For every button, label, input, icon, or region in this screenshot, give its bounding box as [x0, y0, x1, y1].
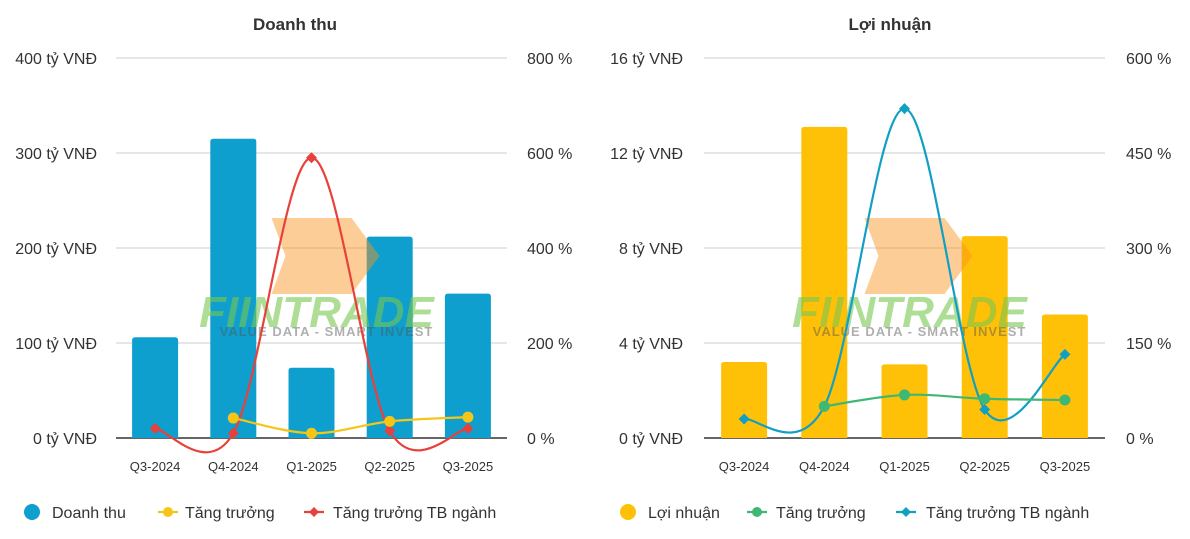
- series-point: [1059, 394, 1071, 406]
- right-axis-tick-label: 300 %: [1126, 241, 1171, 258]
- watermark-arrow: [864, 218, 973, 294]
- bar-q3-2024: [132, 337, 179, 438]
- left-axis-tick-label: 4 tỷ VNĐ: [619, 336, 683, 353]
- x-axis-tick-label: Q4-2024: [799, 459, 850, 474]
- legend-swatch-marker: [163, 507, 173, 517]
- watermark-tagline: VALUE DATA - SMART INVEST: [220, 324, 434, 339]
- right-axis-tick-label: 800 %: [527, 51, 572, 68]
- x-axis-tick-label: Q3-2025: [443, 459, 494, 474]
- legend-swatch: [24, 504, 40, 520]
- watermark-arrow: [271, 218, 380, 294]
- series-line: [233, 416, 468, 435]
- series-point: [738, 413, 750, 425]
- bar-q3-2025: [444, 293, 491, 438]
- bar-q2-2025: [366, 236, 413, 438]
- series-point: [899, 103, 910, 115]
- right-axis-tick-label: 200 %: [527, 336, 572, 353]
- series-point: [462, 411, 474, 423]
- x-axis-tick-label: Q3-2025: [1040, 459, 1091, 474]
- legend-label: Lợi nhuận: [648, 505, 720, 522]
- right-axis-tick-label: 600 %: [527, 146, 572, 163]
- right-axis-tick-label: 600 %: [1126, 51, 1171, 68]
- x-axis-tick-label: Q3-2024: [719, 459, 770, 474]
- left-axis-tick-label: 12 tỷ VNĐ: [610, 146, 683, 163]
- bar-q4-2024: [210, 138, 257, 438]
- x-axis-tick-label: Q1-2025: [879, 459, 930, 474]
- legend-swatch: [620, 504, 636, 520]
- bar-q3-2025: [1041, 314, 1088, 438]
- legend-label: Tăng trưởng: [776, 505, 866, 522]
- series-point: [384, 425, 396, 437]
- left-axis-tick-label: 100 tỷ VNĐ: [15, 336, 97, 353]
- legend-label: Tăng trưởng: [185, 505, 275, 522]
- left-axis-tick-label: 300 tỷ VNĐ: [15, 146, 97, 163]
- watermark-brand: FIINTRADE: [792, 288, 1028, 337]
- legend-label: Tăng trưởng TB ngành: [926, 505, 1089, 522]
- watermark-tagline: VALUE DATA - SMART INVEST: [813, 324, 1027, 339]
- right-axis-tick-label: 0 %: [1126, 431, 1154, 448]
- series-point: [227, 427, 239, 439]
- bar-q3-2024: [721, 362, 768, 438]
- legend-label: Tăng trưởng TB ngành: [333, 505, 496, 522]
- revenue-chart: Doanh thu 0 tỷ VNĐ 100 tỷ VNĐ 200 tỷ VNĐ 300…: [15, 15, 572, 522]
- x-axis-tick-label: Q4-2024: [208, 459, 259, 474]
- series-point: [979, 404, 991, 415]
- legend-label: Doanh thu: [52, 505, 126, 522]
- series-point: [979, 393, 991, 405]
- right-axis-tick-label: 400 %: [527, 241, 572, 258]
- legend-swatch-marker: [752, 507, 762, 517]
- bar-q1-2025: [288, 367, 335, 438]
- left-axis-tick-label: 0 tỷ VNĐ: [619, 431, 683, 448]
- x-axis-tick-label: Q2-2025: [959, 459, 1010, 474]
- series-point: [149, 423, 161, 434]
- legend-swatch-marker: [901, 507, 911, 517]
- watermark-brand: FIINTRADE: [199, 288, 435, 337]
- right-axis-tick-label: 0 %: [527, 431, 555, 448]
- series-line: [824, 393, 1065, 408]
- left-axis-tick-label: 400 tỷ VNĐ: [15, 51, 97, 68]
- chart-title: Lợi nhuận: [849, 15, 932, 34]
- x-axis-tick-label: Q3-2024: [130, 459, 181, 474]
- left-axis-tick-label: 8 tỷ VNĐ: [619, 241, 683, 258]
- series-point: [306, 427, 317, 439]
- right-axis-tick-label: 450 %: [1126, 146, 1171, 163]
- legend-swatch-marker: [309, 507, 319, 517]
- series-point: [1059, 348, 1071, 360]
- left-axis-tick-label: 200 tỷ VNĐ: [15, 241, 97, 258]
- right-axis-tick-label: 150 %: [1126, 336, 1171, 353]
- series-point: [384, 415, 396, 427]
- bar-q2-2025: [961, 236, 1008, 438]
- x-axis-tick-label: Q1-2025: [286, 459, 337, 474]
- bar-q4-2024: [801, 126, 848, 438]
- left-axis-tick-label: 0 tỷ VNĐ: [33, 431, 97, 448]
- left-axis-tick-label: 16 tỷ VNĐ: [610, 51, 683, 68]
- series-point: [899, 389, 910, 401]
- x-axis-tick-label: Q2-2025: [364, 459, 415, 474]
- series-point: [462, 423, 474, 434]
- bar-q1-2025: [881, 364, 928, 438]
- series-point: [818, 400, 830, 412]
- chart-title: Doanh thu: [253, 15, 337, 34]
- series-point: [306, 152, 317, 164]
- series-point: [227, 412, 239, 424]
- profit-chart: Lợi nhuận 0 tỷ VNĐ 4 tỷ VNĐ 8 tỷ VNĐ 12 tỷ V…: [610, 15, 1171, 522]
